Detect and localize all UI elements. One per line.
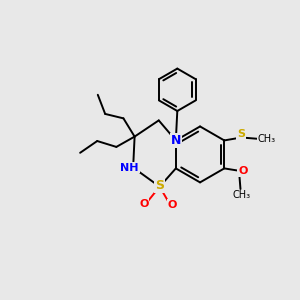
Text: CH₃: CH₃ [233, 190, 251, 200]
Text: CH₃: CH₃ [257, 134, 275, 144]
Text: N: N [171, 134, 181, 147]
Text: S: S [237, 129, 245, 139]
Text: O: O [139, 199, 148, 209]
Text: O: O [238, 166, 248, 176]
Text: S: S [155, 179, 164, 192]
Text: NH: NH [120, 163, 139, 172]
Text: O: O [168, 200, 177, 210]
